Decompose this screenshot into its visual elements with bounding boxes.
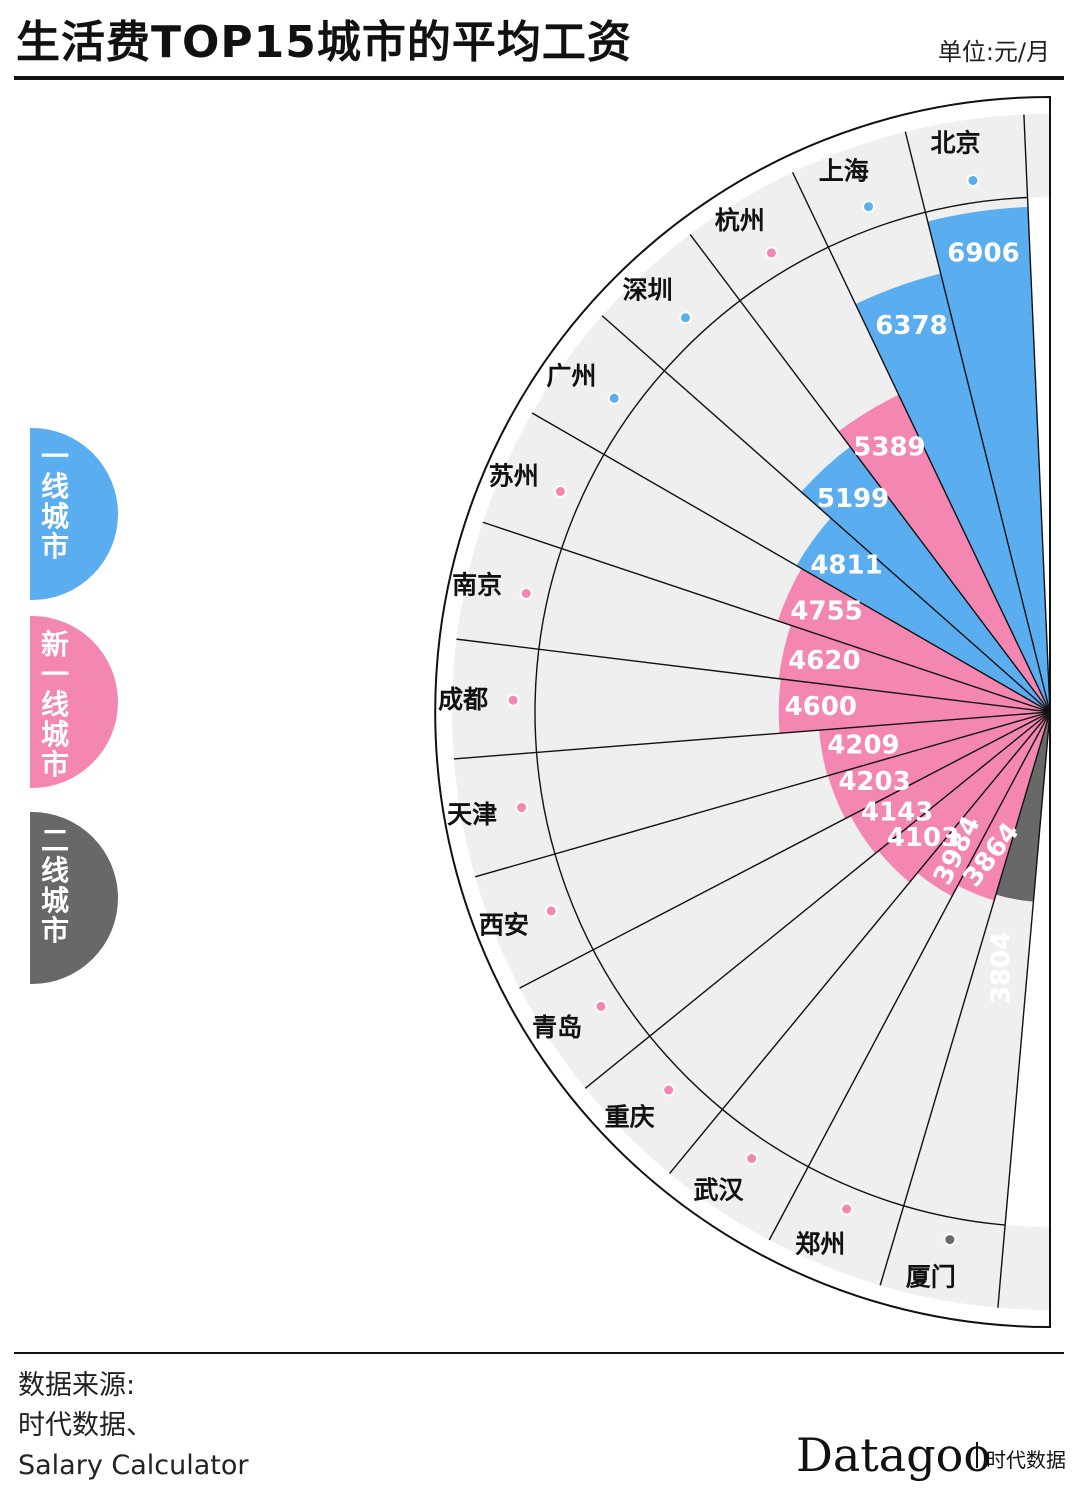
spoke	[904, 131, 1051, 713]
page-title: 生活费TOP15城市的平均工资	[16, 17, 632, 68]
city-label-厦门: 厦门	[906, 1262, 956, 1291]
dot-重庆	[662, 1083, 676, 1097]
brand-cn: 时代数据	[986, 1448, 1066, 1472]
dot-西安	[544, 904, 558, 918]
bar-郑州	[957, 712, 1050, 901]
inner-ring	[534, 196, 1028, 1226]
dot-青岛	[594, 999, 608, 1013]
bar-成都	[778, 678, 1050, 734]
spoke	[601, 315, 1051, 713]
city-label-西安: 西安	[479, 911, 529, 940]
dot-成都	[506, 693, 520, 707]
source-line-3: Salary Calculator	[18, 1450, 249, 1481]
spoke	[1023, 114, 1051, 713]
bar-南京	[778, 625, 1050, 712]
value-label-南京: 4620	[788, 646, 860, 676]
legend-tier2-label: 二线城市	[40, 824, 69, 947]
dot-上海	[862, 200, 876, 214]
spoke	[474, 711, 1051, 878]
bar-北京	[927, 206, 1050, 712]
spoke	[456, 638, 1051, 713]
bar-青岛	[850, 712, 1050, 854]
spoke	[669, 711, 1051, 1174]
value-label-厦门: 3804	[986, 932, 1016, 1004]
city-label-广州: 广州	[546, 362, 596, 391]
city-label-成都: 成都	[438, 685, 488, 714]
legend-newtier1-label: 新一线城市	[40, 628, 69, 781]
brand-separator	[976, 1442, 978, 1468]
value-label-杭州: 5389	[853, 432, 925, 462]
city-label-重庆: 重庆	[605, 1102, 655, 1131]
value-label-成都: 4600	[785, 692, 857, 722]
dot-郑州	[840, 1202, 854, 1216]
bar-杭州	[838, 394, 1050, 712]
spoke	[689, 233, 1051, 713]
source-line-1: 数据来源:	[18, 1370, 136, 1401]
value-label-北京: 6906	[947, 238, 1019, 268]
data-source: 数据来源: 时代数据、 Salary Calculator	[18, 1366, 249, 1486]
spoke	[482, 521, 1051, 713]
bar-上海	[855, 273, 1050, 712]
city-label-南京: 南京	[452, 571, 502, 600]
value-label-青岛: 4143	[861, 797, 933, 827]
spoke	[453, 711, 1051, 760]
value-label-苏州: 4755	[790, 596, 862, 626]
value-label-广州: 4811	[810, 551, 882, 581]
bar-苏州	[777, 568, 1050, 712]
city-label-深圳: 深圳	[623, 275, 673, 304]
value-label-深圳: 5199	[817, 484, 889, 514]
bottom-divider	[14, 1352, 1064, 1354]
value-label-天津: 4209	[827, 731, 899, 761]
spoke	[531, 412, 1051, 713]
spoke	[879, 711, 1051, 1286]
bar-重庆	[878, 712, 1050, 883]
dot-杭州	[764, 246, 778, 260]
legend-tier1-label: 一线城市	[40, 440, 69, 563]
value-label-西安: 4203	[838, 767, 910, 797]
bar-西安	[828, 712, 1050, 819]
spoke	[768, 711, 1051, 1241]
spoke	[584, 711, 1051, 1089]
city-label-北京: 北京	[930, 128, 980, 157]
top-divider	[14, 76, 1064, 80]
city-label-苏州: 苏州	[489, 461, 539, 490]
city-label-上海: 上海	[819, 156, 869, 185]
city-label-杭州: 杭州	[715, 206, 765, 235]
value-label-上海: 6378	[875, 311, 947, 341]
dot-北京	[966, 174, 980, 188]
dot-天津	[515, 801, 529, 815]
brand-logo: Datagoo	[796, 1428, 992, 1482]
bar-广州	[796, 518, 1050, 712]
value-label-重庆: 4103	[887, 823, 959, 853]
dot-深圳	[678, 311, 692, 325]
dot-广州	[607, 391, 621, 405]
dot-南京	[519, 586, 533, 600]
city-label-武汉: 武汉	[694, 1176, 745, 1205]
dot-厦门	[943, 1233, 957, 1247]
dot-武汉	[745, 1151, 759, 1165]
spoke	[997, 711, 1051, 1308]
bar-深圳	[801, 446, 1050, 712]
bar-武汉	[917, 712, 1050, 897]
spoke	[791, 171, 1051, 713]
source-line-2: 时代数据、	[18, 1410, 153, 1441]
unit-label: 单位:元/月	[937, 38, 1050, 66]
city-label-郑州: 郑州	[795, 1230, 845, 1259]
dot-苏州	[553, 484, 567, 498]
city-label-天津: 天津	[447, 800, 497, 829]
city-label-青岛: 青岛	[532, 1013, 582, 1042]
spoke	[519, 711, 1051, 989]
